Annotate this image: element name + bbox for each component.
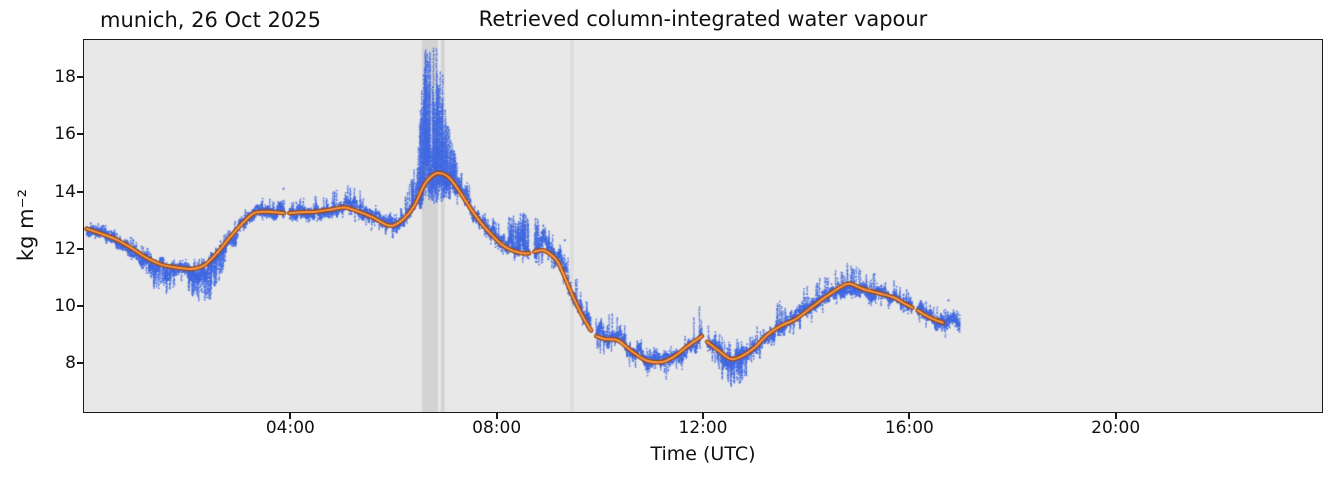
x-tick-label: 16:00 <box>884 418 934 438</box>
chart-canvas <box>84 40 1322 412</box>
y-tick-label: 10 <box>54 296 76 317</box>
y-tick-mark <box>77 133 84 136</box>
y-tick-label: 14 <box>54 181 76 202</box>
x-tick-mark <box>908 412 911 419</box>
y-tick-label: 18 <box>54 67 76 88</box>
x-tick-label: 12:00 <box>678 418 728 438</box>
y-tick-mark <box>77 190 84 193</box>
y-tick-mark <box>77 362 84 365</box>
x-tick-mark <box>289 412 292 419</box>
x-axis-label: Time (UTC) <box>650 443 756 465</box>
figure-title: Retrieved column-integrated water vapour <box>478 7 928 31</box>
y-tick-label: 16 <box>54 124 76 145</box>
x-tick-label: 20:00 <box>1091 418 1141 438</box>
y-tick-label: 8 <box>65 353 76 374</box>
y-axis-label: kg m⁻² <box>14 188 38 262</box>
station-date-label: munich, 26 Oct 2025 <box>100 8 321 32</box>
x-tick-label: 04:00 <box>265 418 315 438</box>
y-tick-mark <box>77 305 84 308</box>
x-tick-mark <box>1114 412 1117 419</box>
y-tick-mark <box>77 76 84 79</box>
x-tick-label: 08:00 <box>472 418 522 438</box>
y-tick-label: 12 <box>54 238 76 259</box>
y-tick-mark <box>77 247 84 250</box>
plot-area <box>83 39 1323 413</box>
x-tick-mark <box>702 412 704 419</box>
x-tick-mark <box>495 412 498 419</box>
